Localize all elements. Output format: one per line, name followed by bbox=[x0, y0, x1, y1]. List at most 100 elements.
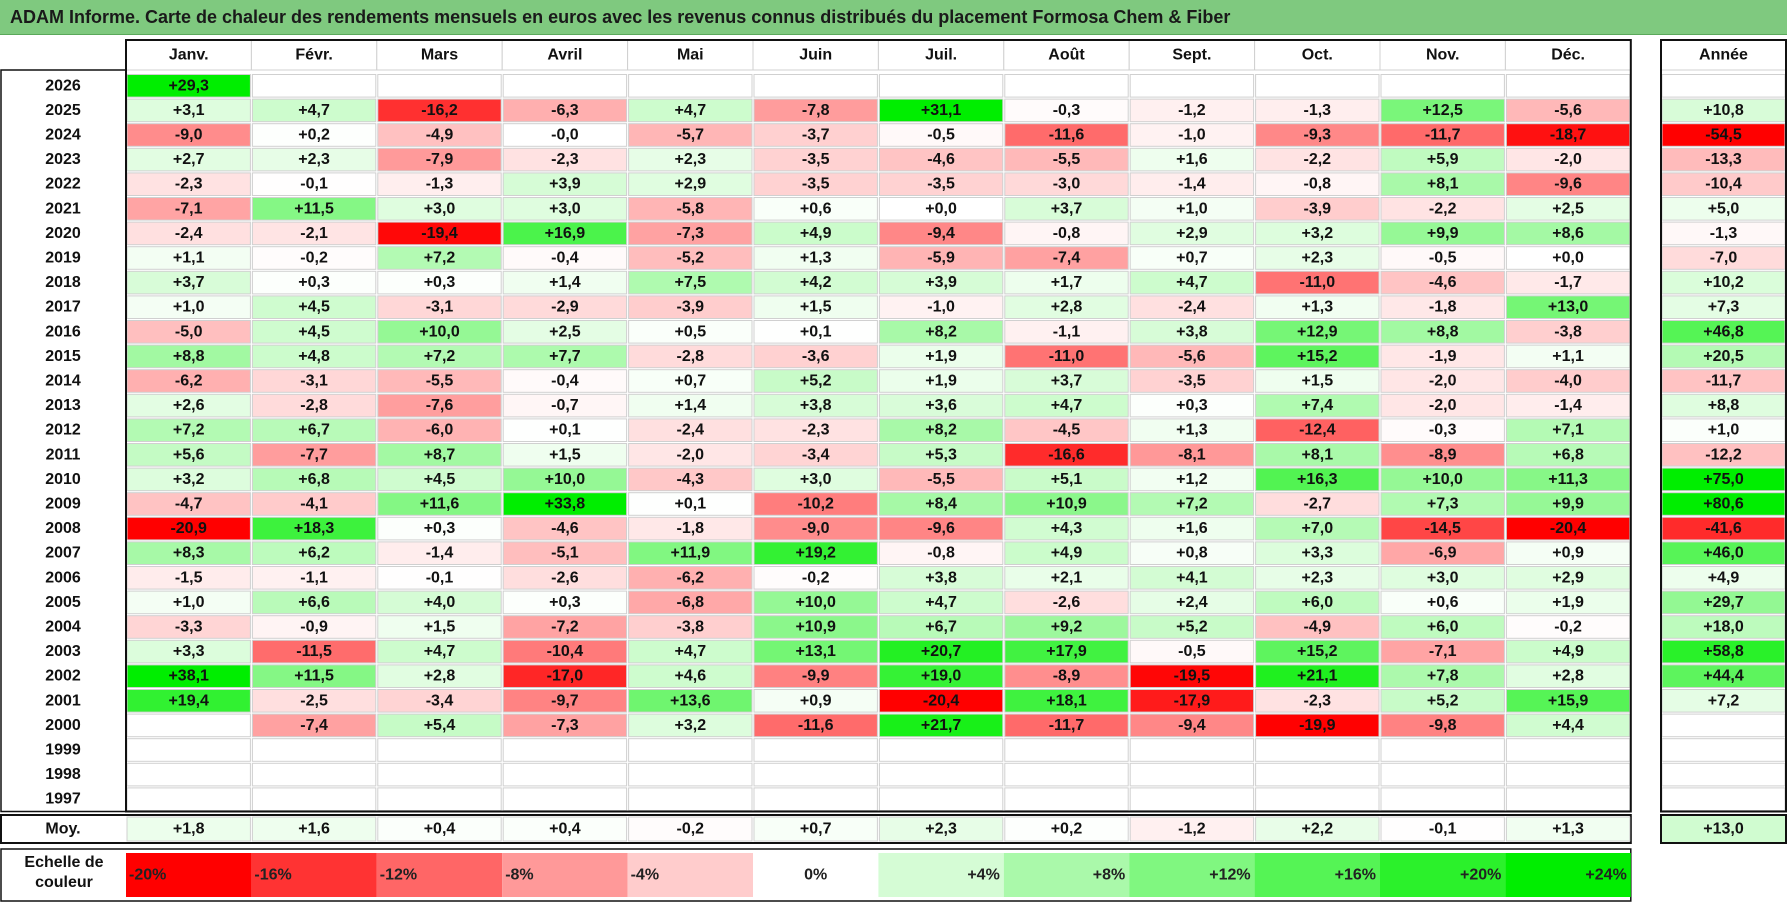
heatmap-cell-value: -2,2 bbox=[1429, 200, 1457, 217]
heatmap-cell bbox=[377, 123, 502, 147]
heatmap-cell bbox=[1255, 467, 1380, 492]
heatmap-cell bbox=[1004, 74, 1129, 98]
heatmap-cell bbox=[628, 639, 753, 664]
heatmap-cell-value: +2,4 bbox=[1176, 594, 1208, 611]
heatmap-cell-value: +3,3 bbox=[1302, 545, 1334, 562]
heatmap-cell bbox=[753, 74, 878, 98]
heatmap-cell bbox=[628, 516, 753, 541]
heatmap-cell bbox=[1004, 197, 1129, 221]
heatmap-cell-value: +8,1 bbox=[1427, 176, 1459, 193]
heatmap-cell bbox=[1004, 566, 1129, 590]
heatmap-cell bbox=[1255, 787, 1380, 812]
heatmap-cell-value: +15,2 bbox=[1297, 643, 1338, 660]
heatmap-cell bbox=[251, 762, 377, 787]
heatmap-cell-value: +38,1 bbox=[168, 668, 209, 685]
heatmap-cell bbox=[753, 270, 878, 295]
heatmap-cell-value: +3,7 bbox=[173, 274, 205, 291]
heatmap-cell bbox=[753, 393, 878, 418]
heatmap-cell bbox=[1255, 221, 1380, 246]
heatmap-cell bbox=[251, 320, 377, 344]
heatmap-cell-value: +6,2 bbox=[298, 545, 330, 562]
heatmap-cell-value: -2,2 bbox=[1304, 151, 1332, 168]
heatmap-cell-value: +13,0 bbox=[1548, 299, 1589, 316]
heatmap-cell bbox=[1004, 541, 1129, 566]
heatmap-cell-value: +7,2 bbox=[424, 250, 456, 267]
heatmap-cell bbox=[628, 787, 753, 812]
heatmap-cell bbox=[753, 172, 878, 196]
heatmap-cell bbox=[1004, 689, 1129, 713]
heatmap-cell-value: +6,7 bbox=[925, 619, 957, 636]
heatmap-cell bbox=[1255, 74, 1380, 98]
heatmap-cell-value: +29,3 bbox=[168, 77, 209, 94]
annual-cell bbox=[1661, 787, 1786, 812]
heatmap-cell-value: -3,8 bbox=[1554, 323, 1582, 340]
heatmap-cell-value: -4,1 bbox=[300, 496, 328, 513]
heatmap-cell bbox=[1255, 590, 1380, 615]
annual-cell-value: +75,0 bbox=[1703, 471, 1744, 488]
heatmap-cell-value: -7,6 bbox=[426, 397, 454, 414]
heatmap-cell bbox=[251, 738, 377, 762]
heatmap-cell-value: -2,8 bbox=[300, 397, 328, 414]
heatmap-cell bbox=[1255, 246, 1380, 270]
row-year-label: 2007 bbox=[45, 545, 81, 562]
heatmap-cell bbox=[878, 74, 1004, 98]
heatmap-cell-value: -3,5 bbox=[927, 176, 955, 193]
heatmap-cell-value: -9,7 bbox=[551, 692, 579, 709]
annual-cell-value: +7,3 bbox=[1708, 299, 1740, 316]
heatmap-cell bbox=[878, 467, 1004, 492]
row-year-label: 2023 bbox=[45, 151, 81, 168]
heatmap-cell bbox=[1255, 197, 1380, 221]
row-year-label: 2024 bbox=[45, 127, 81, 144]
average-cell bbox=[628, 816, 753, 842]
heatmap-cell-value: +4,9 bbox=[800, 225, 832, 242]
heatmap-cell-value: +4,4 bbox=[1552, 717, 1584, 734]
row-year-label: 2014 bbox=[45, 373, 81, 390]
heatmap-cell bbox=[753, 664, 878, 689]
heatmap-cell-value: -2,4 bbox=[175, 225, 203, 242]
heatmap-cell bbox=[1380, 74, 1505, 98]
heatmap-cell-value: +12,9 bbox=[1297, 323, 1338, 340]
heatmap-cell-value: +3,0 bbox=[800, 471, 832, 488]
heatmap-cell-value: -3,0 bbox=[1053, 176, 1081, 193]
color-scale-swatch bbox=[627, 853, 753, 897]
heatmap-cell bbox=[753, 762, 878, 787]
heatmap-cell-value: +4,1 bbox=[1176, 569, 1208, 586]
heatmap-cell bbox=[377, 74, 502, 98]
color-scale-label: +4% bbox=[967, 867, 999, 884]
color-scale-swatch bbox=[251, 853, 377, 897]
row-year-label: 2001 bbox=[45, 692, 81, 709]
heatmap-cell bbox=[1255, 344, 1380, 369]
heatmap-cell bbox=[878, 689, 1004, 713]
heatmap-cell-value: -8,9 bbox=[1053, 668, 1081, 685]
heatmap-cell bbox=[377, 689, 502, 713]
heatmap-cell-value: -5,7 bbox=[677, 127, 705, 144]
annual-cell bbox=[1661, 738, 1786, 762]
heatmap-cell bbox=[1505, 74, 1631, 98]
heatmap-cell-value: -1,2 bbox=[1178, 102, 1206, 119]
heatmap-cell-value: -16,6 bbox=[1048, 446, 1085, 463]
heatmap-cell bbox=[878, 615, 1004, 639]
heatmap-cell bbox=[377, 566, 502, 590]
heatmap-cell-value: +4,7 bbox=[675, 102, 707, 119]
heatmap-cell bbox=[377, 787, 502, 812]
heatmap-cell bbox=[1004, 590, 1129, 615]
heatmap-cell-value: -9,0 bbox=[175, 127, 203, 144]
heatmap-cell-value: +11,9 bbox=[670, 545, 710, 562]
heatmap-cell-value: -0,8 bbox=[927, 545, 955, 562]
heatmap-cell bbox=[878, 221, 1004, 246]
heatmap-cell bbox=[1129, 713, 1255, 738]
heatmap-cell bbox=[1129, 98, 1255, 123]
heatmap-cell-value: -4,9 bbox=[1304, 619, 1332, 636]
heatmap-cell-value: +4,2 bbox=[800, 274, 832, 291]
heatmap-cell-value: -6,2 bbox=[677, 569, 705, 586]
heatmap-cell-value: -0,2 bbox=[300, 250, 328, 267]
heatmap-cell-value: +1,4 bbox=[549, 274, 581, 291]
heatmap-cell bbox=[251, 270, 377, 295]
heatmap-cell bbox=[502, 689, 628, 713]
annual-cell-value: +29,7 bbox=[1703, 594, 1744, 611]
heatmap-cell bbox=[251, 664, 377, 689]
heatmap-cell bbox=[1129, 369, 1255, 393]
heatmap-cell bbox=[502, 615, 628, 639]
heatmap-cell-value: +3,2 bbox=[173, 471, 205, 488]
